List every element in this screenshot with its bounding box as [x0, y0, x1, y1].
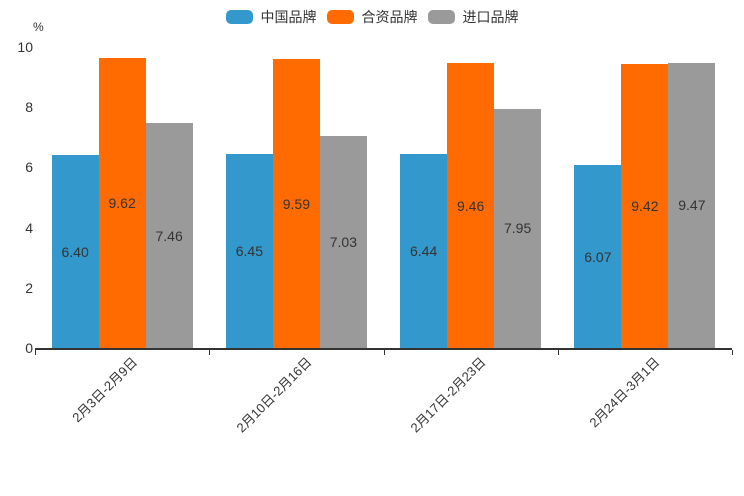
- bar-value-label: 6.45: [235, 242, 263, 259]
- x-axis-tick: [35, 350, 36, 355]
- x-axis-category-label: 2月24日-3月1日: [586, 354, 663, 431]
- bar-series0-cat0: [51, 155, 99, 348]
- bar-series0-cat2: [400, 154, 448, 348]
- legend-item-2[interactable]: 进口品牌: [427, 8, 519, 26]
- x-axis-tick: [557, 350, 559, 355]
- bar-series1-cat2: [447, 63, 495, 348]
- bar-series1-cat1: [272, 59, 320, 348]
- y-axis-tick-label: 8: [25, 99, 33, 116]
- bar-value-label: 6.40: [61, 243, 89, 260]
- bar-value-label: 6.44: [410, 243, 438, 260]
- y-axis-tick-label: 10: [17, 39, 33, 55]
- legend-marker-icon: [225, 10, 253, 24]
- bar-value-label: 9.59: [282, 195, 310, 212]
- bar-series0-cat1: [225, 153, 273, 348]
- bar-value-label: 9.47: [678, 197, 706, 214]
- bar-series2-cat0: [145, 123, 193, 348]
- bar-series1-cat3: [621, 64, 669, 348]
- bar-value-label: 6.07: [584, 248, 612, 265]
- bar-series2-cat3: [668, 62, 716, 348]
- y-axis-tick-label: 2: [25, 279, 33, 296]
- x-axis-tick: [383, 350, 385, 355]
- legend-item-1[interactable]: 合资品牌: [326, 8, 418, 26]
- y-axis-tick-label: 6: [25, 159, 33, 176]
- bar-value-label: 7.46: [155, 227, 183, 244]
- bar-value-label: 9.42: [631, 198, 659, 215]
- bar-value-label: 7.03: [329, 234, 357, 251]
- y-axis-unit-label: %: [33, 20, 44, 34]
- bar-series1-cat0: [98, 58, 146, 348]
- bar-series0-cat3: [574, 165, 622, 348]
- bar-value-label: 7.95: [504, 220, 532, 237]
- legend-marker-icon: [326, 10, 354, 24]
- x-axis-category-label: 2月10日-2月16日: [233, 354, 315, 436]
- legend-label: 中国品牌: [260, 9, 317, 25]
- x-axis-category-label: 2月17日-2月23日: [407, 354, 489, 436]
- bar-value-label: 9.62: [108, 195, 136, 212]
- y-axis-tick-label: 4: [25, 219, 33, 236]
- x-axis-line: [35, 348, 732, 350]
- legend-item-0[interactable]: 中国品牌: [225, 8, 317, 26]
- bar-series2-cat1: [319, 136, 367, 348]
- chart-legend: 中国品牌 合资品牌 进口品牌: [0, 8, 744, 26]
- bar-value-label: 9.46: [457, 197, 485, 214]
- legend-label: 进口品牌: [462, 9, 519, 25]
- bar-series2-cat2: [494, 108, 542, 348]
- legend-marker-icon: [427, 10, 455, 24]
- x-axis-tick: [209, 350, 211, 355]
- x-axis-category-label: 2月3日-2月9日: [69, 354, 141, 426]
- y-axis-tick-label: 0: [25, 340, 33, 356]
- legend-label: 合资品牌: [361, 9, 418, 25]
- x-axis-tick: [732, 350, 733, 355]
